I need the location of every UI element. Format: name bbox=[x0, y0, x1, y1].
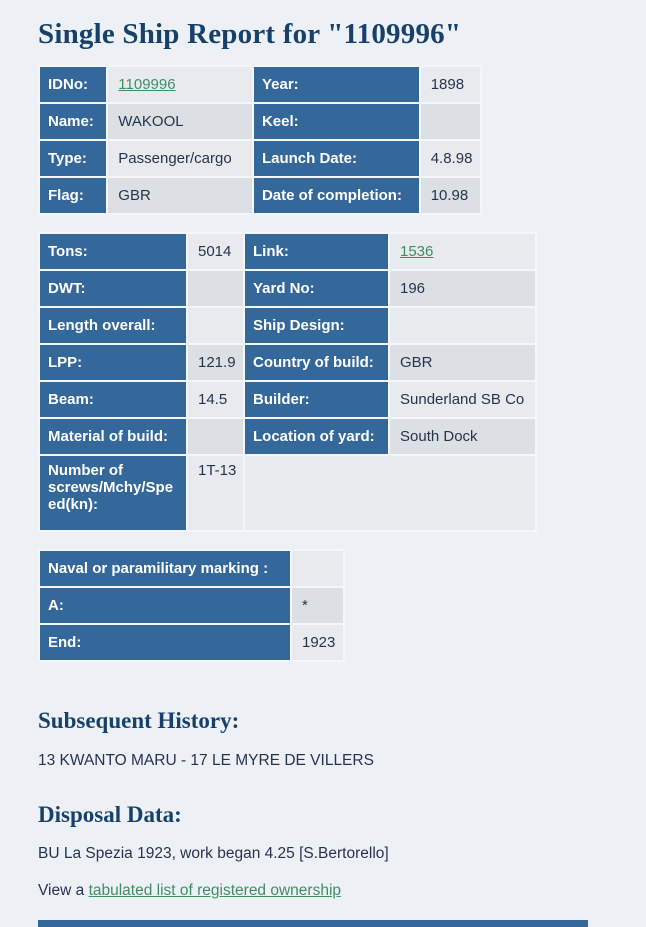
field-label-flag: Flag: bbox=[40, 178, 107, 213]
field-value-end: 1923 bbox=[292, 625, 343, 660]
field-label-location-of-yard: Location of yard: bbox=[245, 419, 388, 454]
next-table-top-edge bbox=[38, 920, 588, 927]
field-value-ship-design bbox=[390, 308, 535, 343]
field-label-launch-date: Launch Date: bbox=[253, 141, 419, 176]
field-label-ship-design: Ship Design: bbox=[245, 308, 388, 343]
field-value-dwt bbox=[188, 271, 243, 306]
field-value-location-of-yard: South Dock bbox=[390, 419, 535, 454]
field-value-name: WAKOOL bbox=[108, 104, 252, 139]
field-value-launch-date: 4.8.98 bbox=[420, 141, 480, 176]
field-label-builder: Builder: bbox=[245, 382, 388, 417]
field-value-material-of-build bbox=[188, 419, 243, 454]
field-label-screws-mchy-speed: Number of screws/Mchy/Speed(kn): bbox=[40, 456, 186, 530]
field-value-tons: 5014 bbox=[188, 234, 243, 269]
disposal-data-text: BU La Spezia 1923, work began 4.25 [S.Be… bbox=[38, 845, 389, 862]
ship-marking-table: Naval or paramilitary marking : A: * End… bbox=[38, 549, 345, 662]
field-label-material-of-build: Material of build: bbox=[40, 419, 186, 454]
field-label-type: Type: bbox=[40, 141, 107, 176]
link-number-link[interactable]: 1536 bbox=[400, 243, 434, 260]
ownership-view-line: View a tabulated list of registered owne… bbox=[38, 882, 646, 900]
field-value-length-overall bbox=[188, 308, 243, 343]
field-label-end: End: bbox=[40, 625, 290, 660]
disposal-data-heading: Disposal Data: bbox=[38, 802, 182, 827]
field-label-completion-date: Date of completion: bbox=[253, 178, 419, 213]
field-value-flag: GBR bbox=[108, 178, 252, 213]
field-label-dwt: DWT: bbox=[40, 271, 186, 306]
field-label-lpp: LPP: bbox=[40, 345, 186, 380]
field-value-beam: 14.5 bbox=[188, 382, 243, 417]
field-value-naval-marking bbox=[292, 551, 343, 586]
ship-identity-table: IDNo: 1109996 Year: 1898 Name: WAKOOL Ke… bbox=[38, 65, 482, 215]
field-label-beam: Beam: bbox=[40, 382, 186, 417]
field-label-tons: Tons: bbox=[40, 234, 186, 269]
field-value-year: 1898 bbox=[420, 67, 480, 102]
field-value-a: * bbox=[292, 588, 343, 623]
field-value-idno: 1109996 bbox=[108, 67, 252, 102]
field-value-lpp: 121.9 bbox=[188, 345, 243, 380]
field-value-type: Passenger/cargo bbox=[108, 141, 252, 176]
field-label-keel: Keel: bbox=[253, 104, 419, 139]
field-label-idno: IDNo: bbox=[40, 67, 107, 102]
field-value-link: 1536 bbox=[390, 234, 535, 269]
field-label-naval-marking: Naval or paramilitary marking : bbox=[40, 551, 290, 586]
field-label-name: Name: bbox=[40, 104, 107, 139]
field-value-builder: Sunderland SB Co bbox=[390, 382, 535, 417]
field-label-a: A: bbox=[40, 588, 290, 623]
field-value-completion-date: 10.98 bbox=[420, 178, 480, 213]
subsequent-history-heading: Subsequent History: bbox=[38, 708, 240, 733]
ownership-list-link[interactable]: tabulated list of registered ownership bbox=[88, 882, 342, 899]
field-value-keel bbox=[420, 104, 480, 139]
page-title: Single Ship Report for "1109996" bbox=[38, 18, 462, 50]
field-label-country-of-build: Country of build: bbox=[245, 345, 388, 380]
view-prefix-text: View a bbox=[38, 882, 89, 899]
idno-link[interactable]: 1109996 bbox=[118, 76, 176, 93]
field-label-year: Year: bbox=[253, 67, 419, 102]
field-label-link: Link: bbox=[245, 234, 388, 269]
field-value-country-of-build: GBR bbox=[390, 345, 535, 380]
field-label-yard-no: Yard No: bbox=[245, 271, 388, 306]
field-value-yard-no: 196 bbox=[390, 271, 535, 306]
empty-cell bbox=[245, 456, 535, 530]
field-value-screws-mchy-speed: 1T-13 bbox=[188, 456, 243, 530]
field-label-length-overall: Length overall: bbox=[40, 308, 186, 343]
subsequent-history-text: 13 KWANTO MARU - 17 LE MYRE DE VILLERS bbox=[38, 752, 374, 769]
ship-build-table: Tons: 5014 Link: 1536 DWT: Yard No: 196 … bbox=[38, 232, 537, 532]
